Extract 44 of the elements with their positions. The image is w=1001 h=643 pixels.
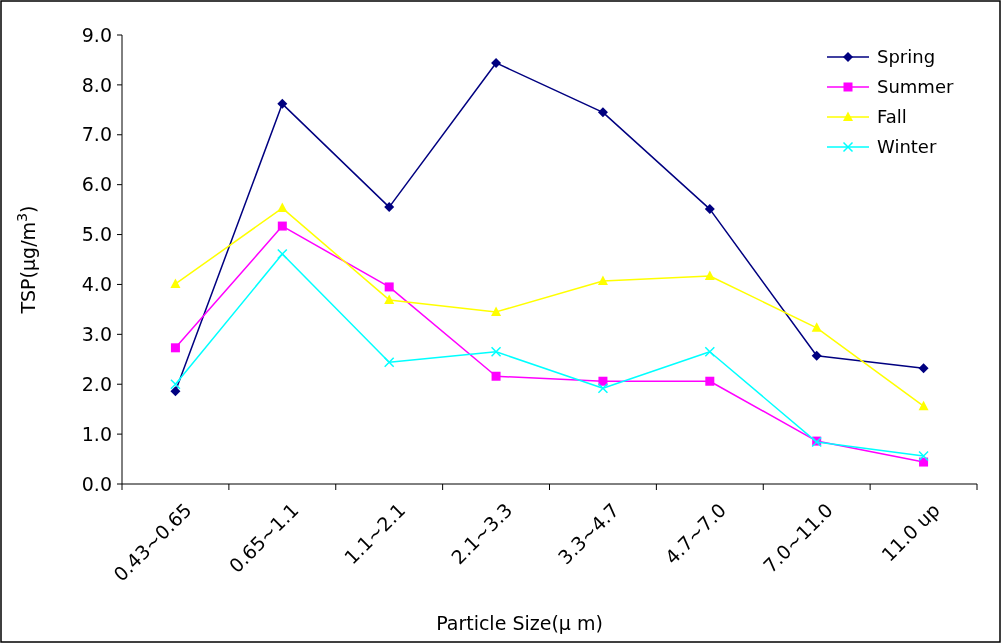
point xyxy=(170,378,181,390)
y-tick-label: 4.0 xyxy=(81,273,112,296)
point xyxy=(704,346,716,358)
x-axis-title: Particle Size(μ m) xyxy=(436,612,603,634)
point xyxy=(170,386,181,397)
point xyxy=(384,282,394,292)
point xyxy=(277,221,287,231)
point xyxy=(384,294,395,304)
y-tick-label: 7.0 xyxy=(81,123,112,146)
point xyxy=(811,322,822,332)
y-tick-label: 0.0 xyxy=(81,472,112,495)
point xyxy=(918,400,929,411)
y-tick-label: 6.0 xyxy=(81,173,112,196)
point xyxy=(597,107,608,118)
point xyxy=(597,382,609,394)
legend-label: Spring xyxy=(877,46,936,68)
y-tick-label: 2.0 xyxy=(81,372,112,395)
point xyxy=(704,270,715,280)
point xyxy=(598,376,608,386)
point xyxy=(491,306,502,316)
point xyxy=(383,357,395,368)
point xyxy=(491,57,502,68)
legend-label: Winter xyxy=(877,136,937,158)
point xyxy=(170,278,181,288)
y-tick-label: 8.0 xyxy=(81,73,112,96)
y-tick-label: 9.0 xyxy=(81,23,112,46)
legend-label: Fall xyxy=(877,106,907,128)
y-tick-label: 3.0 xyxy=(81,322,112,345)
point xyxy=(170,343,180,353)
point xyxy=(918,450,929,462)
point xyxy=(490,346,502,358)
point xyxy=(277,98,288,109)
point xyxy=(705,376,715,386)
point xyxy=(384,202,395,213)
point xyxy=(704,204,715,215)
point xyxy=(597,275,608,285)
y-tick-label: 5.0 xyxy=(81,223,112,246)
legend-label: Summer xyxy=(877,76,954,98)
point xyxy=(277,202,288,213)
point xyxy=(277,248,288,260)
point xyxy=(491,371,501,381)
point xyxy=(918,363,929,374)
point xyxy=(811,350,822,361)
y-tick-label: 1.0 xyxy=(81,422,112,445)
